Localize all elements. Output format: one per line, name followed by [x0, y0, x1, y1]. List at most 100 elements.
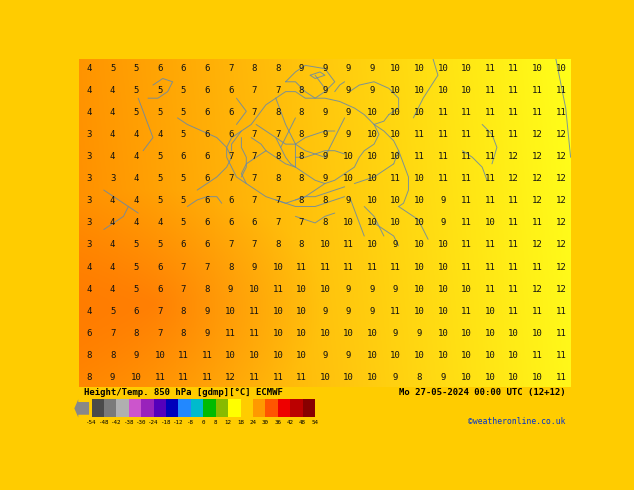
Text: 9: 9	[204, 307, 210, 316]
Text: 9: 9	[346, 64, 351, 73]
Text: 10: 10	[484, 351, 495, 360]
Text: 11: 11	[508, 263, 519, 271]
Text: 12: 12	[225, 373, 236, 382]
Text: 30: 30	[262, 420, 269, 425]
Text: 10: 10	[343, 329, 354, 338]
Text: 8: 8	[275, 152, 280, 161]
Text: -42: -42	[111, 420, 122, 425]
Text: 10: 10	[414, 219, 425, 227]
Text: 6: 6	[204, 86, 210, 95]
Text: 11: 11	[437, 108, 448, 117]
Text: 5: 5	[157, 196, 162, 205]
Text: 4: 4	[110, 263, 115, 271]
Text: 11: 11	[484, 263, 495, 271]
Text: 9: 9	[370, 86, 375, 95]
Text: 5: 5	[181, 108, 186, 117]
Text: 10: 10	[461, 373, 472, 382]
Text: 6: 6	[204, 196, 210, 205]
Text: 8: 8	[299, 86, 304, 95]
Text: 10: 10	[555, 64, 566, 73]
Text: 8: 8	[417, 373, 422, 382]
Text: 12: 12	[555, 241, 566, 249]
Text: 7: 7	[252, 86, 257, 95]
Text: 11: 11	[484, 196, 495, 205]
Text: 9: 9	[393, 285, 398, 294]
Text: 10: 10	[532, 329, 543, 338]
Text: 10: 10	[391, 86, 401, 95]
Text: 10: 10	[437, 285, 448, 294]
Text: 9: 9	[322, 307, 328, 316]
Text: 10: 10	[273, 329, 283, 338]
Text: 18: 18	[237, 420, 244, 425]
Text: 11: 11	[555, 108, 566, 117]
Text: 10: 10	[366, 130, 377, 139]
Text: 11: 11	[296, 263, 307, 271]
Text: 12: 12	[532, 285, 543, 294]
Text: 11: 11	[249, 373, 259, 382]
Text: 9: 9	[346, 86, 351, 95]
Text: 4: 4	[110, 86, 115, 95]
Text: 5: 5	[134, 86, 139, 95]
Text: 9: 9	[322, 130, 328, 139]
Text: 3: 3	[86, 174, 92, 183]
Text: 10: 10	[437, 241, 448, 249]
Text: 10: 10	[414, 263, 425, 271]
Text: 11: 11	[249, 307, 259, 316]
Text: Mo 27-05-2024 00:00 UTC (12+12): Mo 27-05-2024 00:00 UTC (12+12)	[399, 388, 566, 396]
Text: 10: 10	[391, 130, 401, 139]
Text: 10: 10	[484, 219, 495, 227]
Text: 5: 5	[181, 219, 186, 227]
Text: 11: 11	[508, 130, 519, 139]
Text: 8: 8	[275, 241, 280, 249]
Text: 11: 11	[437, 174, 448, 183]
Text: 10: 10	[366, 241, 377, 249]
Text: 4: 4	[86, 307, 92, 316]
Text: 10: 10	[391, 64, 401, 73]
Bar	[290, 399, 302, 417]
Text: 6: 6	[204, 64, 210, 73]
Text: 10: 10	[320, 329, 330, 338]
Text: 4: 4	[110, 108, 115, 117]
Text: 4: 4	[134, 152, 139, 161]
Text: 8: 8	[275, 64, 280, 73]
Text: 11: 11	[484, 130, 495, 139]
Text: 4: 4	[86, 64, 92, 73]
Text: 10: 10	[414, 174, 425, 183]
Text: 8: 8	[134, 329, 139, 338]
Text: 10: 10	[391, 152, 401, 161]
Text: 10: 10	[414, 64, 425, 73]
Text: -8: -8	[188, 420, 195, 425]
Text: 10: 10	[461, 64, 472, 73]
Text: 10: 10	[437, 64, 448, 73]
Text: 6: 6	[228, 219, 233, 227]
Text: 12: 12	[532, 196, 543, 205]
Text: 5: 5	[181, 86, 186, 95]
Text: 9: 9	[346, 108, 351, 117]
Text: 7: 7	[252, 241, 257, 249]
Text: 9: 9	[322, 108, 328, 117]
Text: 12: 12	[532, 152, 543, 161]
Text: 11: 11	[484, 86, 495, 95]
Text: 11: 11	[461, 108, 472, 117]
Text: 5: 5	[110, 64, 115, 73]
Text: 11: 11	[484, 108, 495, 117]
Text: 7: 7	[252, 196, 257, 205]
Text: 9: 9	[370, 307, 375, 316]
Text: 9: 9	[110, 373, 115, 382]
Text: 11: 11	[484, 241, 495, 249]
Text: 12: 12	[555, 130, 566, 139]
Bar	[166, 399, 179, 417]
Text: 11: 11	[178, 351, 189, 360]
Text: 11: 11	[555, 307, 566, 316]
Text: 6: 6	[204, 219, 210, 227]
Text: 8: 8	[299, 152, 304, 161]
Bar	[91, 399, 104, 417]
Text: 6: 6	[134, 307, 139, 316]
Text: 54: 54	[311, 420, 319, 425]
Text: 11: 11	[249, 329, 259, 338]
Text: 12: 12	[555, 219, 566, 227]
Text: 11: 11	[320, 263, 330, 271]
Text: 11: 11	[484, 152, 495, 161]
Text: 10: 10	[366, 108, 377, 117]
Text: 10: 10	[484, 329, 495, 338]
